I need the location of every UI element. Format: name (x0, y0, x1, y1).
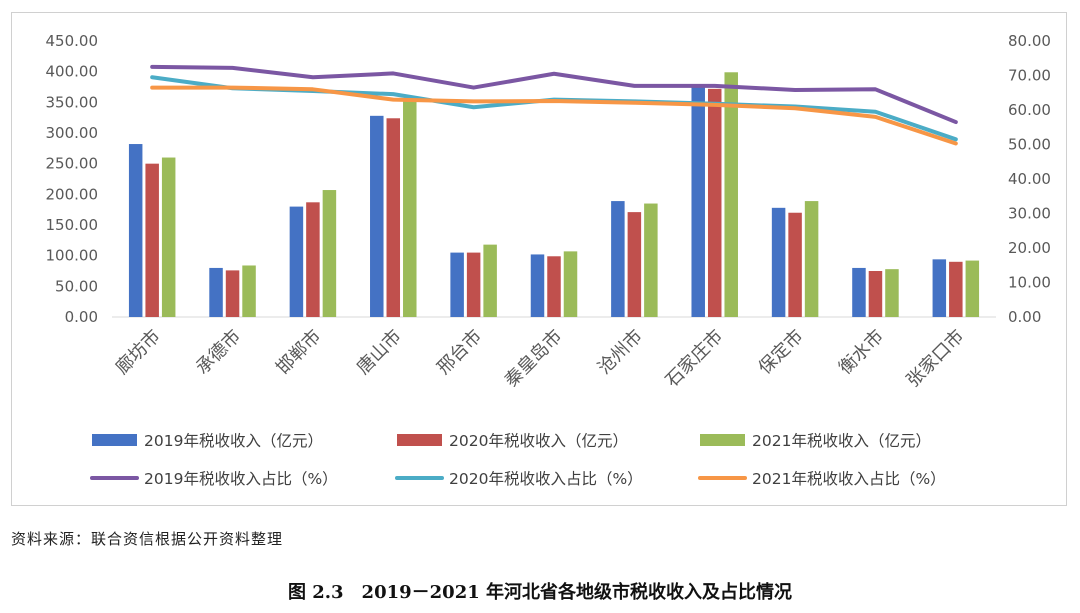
y-left-tick-label: 100.00 (46, 247, 99, 265)
legend-label: 2019年税收收入占比（%） (144, 470, 338, 488)
bar (724, 72, 738, 317)
bar (161, 157, 176, 317)
bar (547, 256, 561, 317)
category-label: 邯郸市 (272, 326, 325, 379)
category-label: 张家口市 (903, 326, 969, 392)
lines-layer (150, 64, 958, 146)
category-label: 衡水市 (835, 326, 888, 379)
bar (145, 163, 159, 317)
legend-label: 2021年税收收入占比（%） (752, 470, 946, 488)
bar (209, 267, 223, 317)
y-right-tick-label: 0.00 (1008, 308, 1041, 326)
y-right-tick-label: 30.00 (1008, 205, 1051, 223)
bar (788, 212, 802, 317)
legend-label: 2020年税收收入占比（%） (449, 470, 643, 488)
bar (386, 118, 401, 317)
y-right-tick-label: 60.00 (1008, 101, 1051, 119)
series-line (150, 85, 958, 146)
bar (932, 259, 947, 317)
bar (852, 267, 866, 317)
legend: 2019年税收收入（亿元） 2020年税收收入（亿元） 2021年税收收入（亿元） 2… (90, 432, 946, 488)
y-left-tick-label: 200.00 (46, 185, 99, 203)
category-label: 石家庄市 (662, 326, 728, 392)
bar (322, 190, 337, 317)
bar (530, 254, 545, 317)
bar (403, 98, 417, 317)
y-right-tick-label: 50.00 (1008, 136, 1051, 154)
bar (949, 261, 963, 317)
category-label: 保定市 (755, 326, 808, 379)
y-left-tick-label: 50.00 (55, 277, 98, 295)
bar (450, 252, 464, 317)
y-left-tick-label: 350.00 (46, 93, 99, 111)
y-left-tick-label: 300.00 (46, 124, 99, 142)
chart-frame: 0.00 50.00 100.00 150.00 200.00 250.00 300.00 3… (11, 12, 1067, 506)
category-label: 沧州市 (594, 326, 647, 379)
category-label: 承德市 (192, 326, 245, 379)
category-label: 秦皇岛市 (501, 326, 567, 392)
bar (611, 201, 625, 317)
bar (965, 260, 980, 317)
category-label: 唐山市 (353, 326, 406, 379)
category-label: 廊坊市 (112, 326, 165, 379)
bar (289, 206, 304, 317)
bar (128, 144, 143, 317)
tax-revenue-chart: 0.00 50.00 100.00 150.00 200.00 250.00 300.00 3… (46, 32, 1051, 488)
y-left-tick-label: 250.00 (46, 155, 99, 173)
bar (644, 203, 658, 317)
bar (771, 207, 786, 317)
legend-label: 2020年税收收入（亿元） (449, 432, 628, 450)
bar (804, 201, 819, 317)
bar (370, 115, 384, 318)
bar (563, 251, 578, 317)
bar (225, 270, 240, 317)
legend-swatch (397, 434, 442, 446)
category-label: 邢台市 (433, 326, 486, 379)
series-line (150, 64, 958, 125)
bar (627, 212, 642, 317)
bar (885, 269, 899, 317)
figure-caption: 图 2.3 2019－2021 年河北省各地级市税收收入及占比情况 (287, 582, 793, 603)
bar (466, 252, 481, 317)
y-right-tick-label: 10.00 (1008, 274, 1051, 292)
bar (707, 88, 722, 317)
legend-label: 2021年税收收入（亿元） (752, 432, 931, 450)
y-right-tick-label: 20.00 (1008, 239, 1051, 257)
y-right-tick-label: 80.00 (1008, 32, 1051, 50)
bar (242, 265, 256, 317)
bar (483, 244, 497, 317)
y-left-tick-label: 400.00 (46, 63, 99, 81)
bar (868, 271, 883, 317)
y-right-tick-label: 70.00 (1008, 67, 1051, 85)
bar (306, 202, 320, 317)
legend-label: 2019年税收收入（亿元） (144, 432, 323, 450)
y-left-tick-label: 450.00 (46, 32, 99, 50)
y-right-tick-label: 40.00 (1008, 170, 1051, 188)
y-left-tick-label: 150.00 (46, 216, 99, 234)
bars-layer (128, 72, 980, 318)
source-note: 资料来源：联合资信根据公开资料整理 (11, 530, 284, 548)
legend-swatch (92, 434, 137, 446)
y-left-tick-label: 0.00 (65, 308, 98, 326)
bar (691, 87, 705, 317)
legend-swatch (700, 434, 745, 446)
